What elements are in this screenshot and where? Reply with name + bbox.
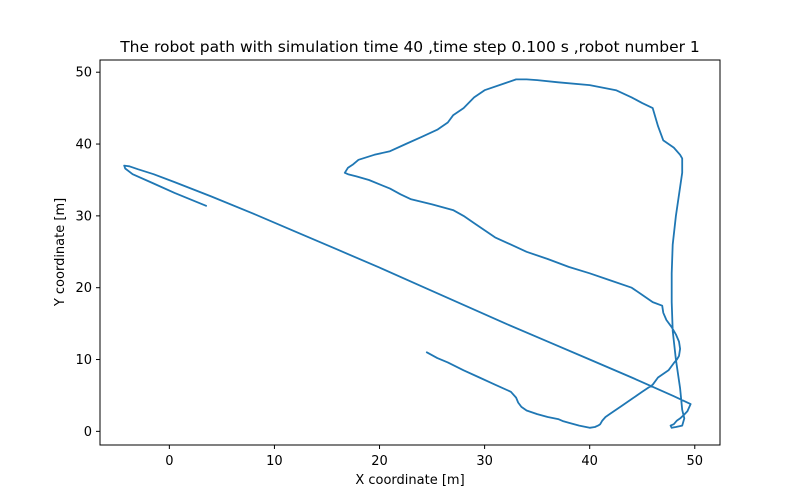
y-tick-label: 0 [84, 425, 92, 440]
chart-title: The robot path with simulation time 40 ,… [119, 38, 700, 56]
y-axis: 0 10 20 30 40 50 [75, 66, 100, 440]
x-tick-label: 10 [266, 454, 283, 469]
y-tick-label: 30 [75, 209, 92, 224]
x-tick-label: 40 [581, 454, 598, 469]
x-tick-label: 30 [476, 454, 493, 469]
x-axis: 0 10 20 30 40 50 [165, 445, 703, 469]
y-tick-label: 20 [75, 281, 92, 296]
y-axis-label: Y coordinate [m] [53, 198, 68, 307]
x-axis-label: X coordinate [m] [355, 473, 464, 488]
x-tick-label: 0 [165, 454, 173, 469]
y-tick-label: 50 [75, 66, 92, 81]
robot-path-line [123, 78, 692, 429]
axes-frame [99, 59, 721, 446]
y-tick-label: 40 [75, 138, 92, 153]
x-tick-label: 50 [687, 454, 704, 469]
plot-area [123, 78, 692, 429]
x-tick-label: 20 [371, 454, 388, 469]
y-tick-label: 10 [75, 353, 92, 368]
